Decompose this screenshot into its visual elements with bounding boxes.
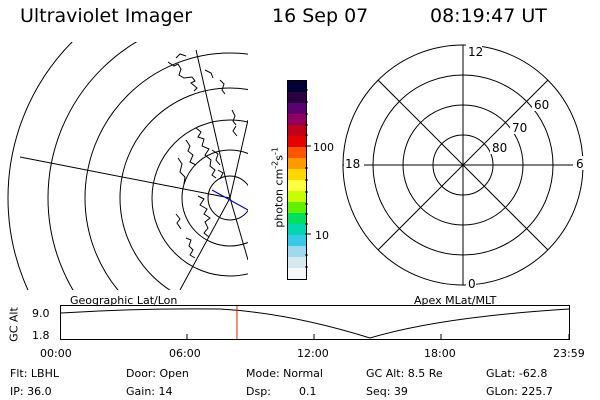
colorbar-tick-100: 100 <box>313 141 334 154</box>
altitude-curve <box>60 308 570 339</box>
colorbar-tick-10: 10 <box>315 229 329 242</box>
gain-info: Gain: 14 <box>126 385 173 398</box>
dsp-info-label: Dsp: <box>246 385 271 398</box>
longitude-line <box>195 49 231 199</box>
ip-info: IP: 36.0 <box>10 385 52 398</box>
colorbar-segment <box>288 125 306 136</box>
mlt-diagonal <box>377 79 549 251</box>
time-tick-4: 23:59 <box>553 347 585 360</box>
latitude-circle <box>207 175 248 221</box>
filter-info: Flt: LBHL <box>10 367 59 380</box>
colorbar-segment <box>288 257 306 268</box>
colorbar-unit-label: photon cm-2s-1 <box>270 147 286 228</box>
time-tick-3: 18:00 <box>424 347 456 360</box>
latitude-circle <box>181 149 248 247</box>
time-tick-2: 12:00 <box>297 347 329 360</box>
altitude-tick-high: 9.0 <box>32 307 50 320</box>
mlt-label-18: 18 <box>345 157 360 171</box>
latitude-circle <box>84 52 248 290</box>
apex-panel-label: Apex MLat/MLT <box>414 294 497 307</box>
altitude-timeline <box>60 305 570 340</box>
colorbar-segment <box>288 180 306 191</box>
colorbar-segment <box>288 235 306 246</box>
longitude-line <box>229 197 248 261</box>
colorbar-segment <box>288 191 306 202</box>
latitude-circle <box>151 119 248 277</box>
colorbar-segment <box>288 224 306 235</box>
colorbar-segment <box>288 103 306 114</box>
altitude-axis-label: GC Alt <box>7 307 21 342</box>
coastline <box>175 195 211 259</box>
latitude-circle <box>47 42 138 290</box>
mlt-label-12: 12 <box>468 45 483 59</box>
colorbar-segment <box>288 246 306 257</box>
time-tick-0: 00:00 <box>40 347 72 360</box>
longitude-line <box>229 119 248 199</box>
glat-info: GLat: -62.8 <box>486 367 548 380</box>
colorbar-segment <box>288 147 306 158</box>
gc-alt-info: GC Alt: 8.5 Re <box>366 367 443 380</box>
mlt-label-6: 6 <box>576 157 584 171</box>
longitude-line <box>19 156 231 199</box>
door-info: Door: Open <box>126 367 189 380</box>
mode-info: Mode: Normal <box>246 367 323 380</box>
colorbar <box>287 80 307 280</box>
time-tick-1: 06:00 <box>169 347 201 360</box>
date-label: 16 Sep 07 <box>272 5 369 27</box>
latitude-circle <box>119 87 248 290</box>
mlat-label-80: 80 <box>492 141 507 155</box>
colorbar-segment <box>288 92 306 103</box>
colorbar-ticks <box>305 89 311 268</box>
coastline <box>167 53 226 95</box>
time-label: 08:19:47 UT <box>430 5 547 27</box>
mlt-label-0: 0 <box>468 277 476 291</box>
colorbar-segment <box>288 268 306 279</box>
mlat-label-60: 60 <box>534 98 549 112</box>
seq-info: Seq: 39 <box>366 385 408 398</box>
colorbar-segment <box>288 169 306 180</box>
coastline <box>177 127 224 185</box>
app-title: Ultraviolet Imager <box>20 5 193 27</box>
satellite-track <box>211 189 248 211</box>
glon-info: GLon: 225.7 <box>486 385 553 398</box>
colorbar-segment <box>288 213 306 224</box>
colorbar-segment <box>288 136 306 147</box>
altitude-tick-low: 1.8 <box>32 329 50 342</box>
longitude-line <box>179 197 231 290</box>
colorbar-segment <box>288 158 306 169</box>
dsp-info-value: 0.1 <box>299 385 317 398</box>
mlat-label-70: 70 <box>512 121 527 135</box>
colorbar-segment <box>288 114 306 125</box>
colorbar-segment <box>288 81 306 92</box>
polar-mlt-plot: 12 18 6 0 60 70 80 <box>342 44 585 291</box>
geographic-map-panel <box>7 42 248 290</box>
geographic-panel-label: Geographic Lat/Lon <box>70 294 178 307</box>
latitude-circle <box>7 42 73 290</box>
coastline <box>231 109 238 137</box>
colorbar-segment <box>288 202 306 213</box>
